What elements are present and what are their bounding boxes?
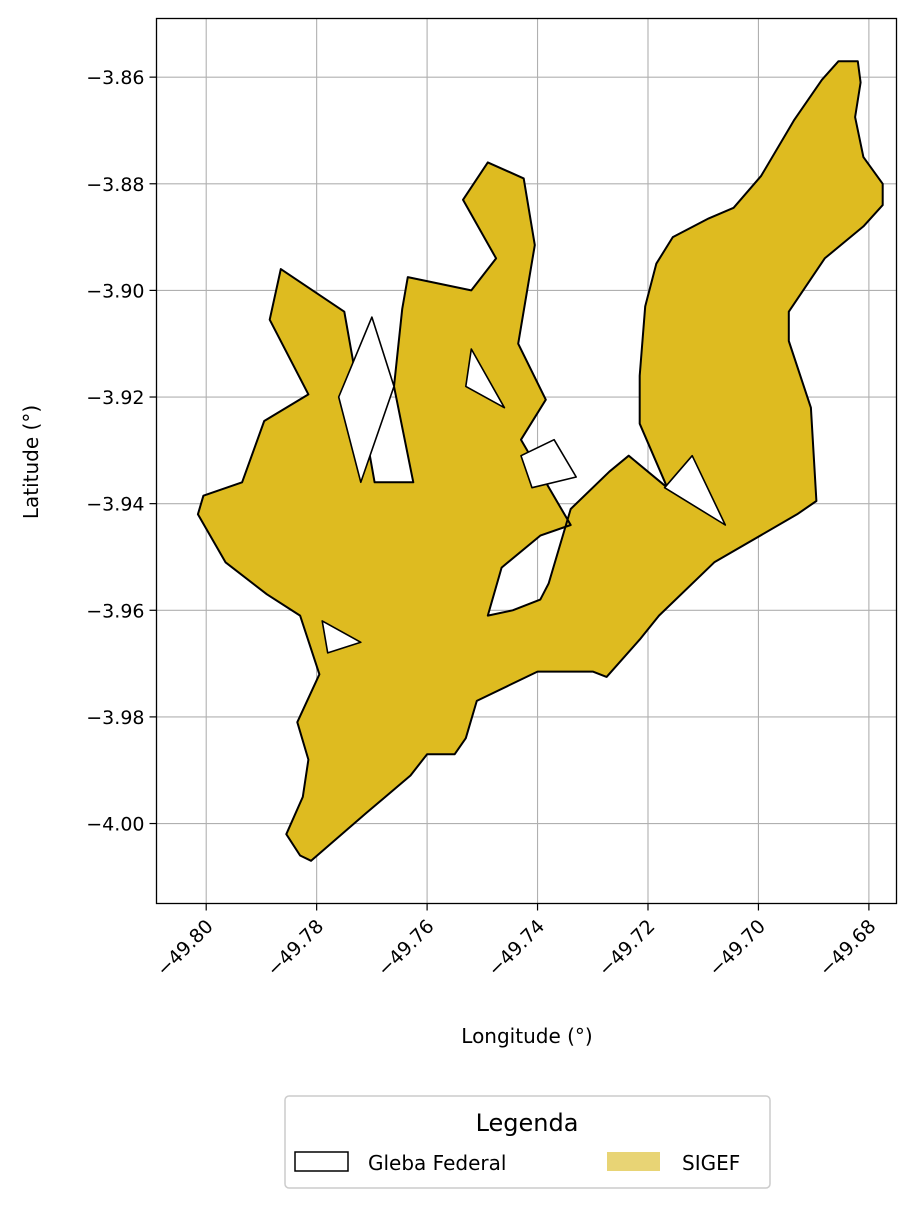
map-layer-sigef [196, 60, 884, 862]
y-tick-label: −3.86 [86, 67, 144, 89]
y-tick-label: −3.92 [86, 387, 144, 409]
x-tick-label: −49.72 [594, 915, 659, 980]
legend-swatch-sigef [607, 1152, 660, 1171]
y-tick-label: −3.98 [86, 707, 144, 729]
legend-label-sigef: SIGEF [682, 1151, 740, 1175]
legend: Legenda Gleba Federal SIGEF [284, 1095, 771, 1189]
legend-label-gleba-federal: Gleba Federal [368, 1151, 506, 1175]
y-tick-label: −3.88 [86, 174, 144, 196]
channel-gap [663, 454, 727, 526]
x-tick-label: −49.76 [373, 915, 438, 980]
y-tick-label: −4.00 [86, 814, 144, 836]
y-tick-label: −3.90 [86, 280, 144, 302]
x-tick-label: −49.68 [815, 915, 880, 980]
x-tick-label: −49.74 [484, 915, 549, 980]
channel-gap [465, 348, 506, 409]
x-tick-label: −49.78 [263, 915, 328, 980]
x-tick-label: −49.80 [152, 915, 217, 980]
legend-swatch-gleba-federal [294, 1151, 349, 1172]
y-axis-title: Latitude (°) [19, 405, 43, 519]
map-holes [321, 316, 727, 654]
x-axis: −49.80 −49.78 −49.76 −49.74 −49.72 −49.70 −49.… [152, 903, 880, 981]
legend-title: Legenda [476, 1109, 579, 1137]
x-tick-label: −49.70 [705, 915, 770, 980]
y-axis: −3.86 −3.88 −3.90 −3.92 −3.94 −3.96 −3.98 −4.00 [86, 67, 157, 836]
y-tick-label: −3.94 [86, 494, 144, 516]
sigef-polygon [196, 60, 884, 862]
y-tick-label: −3.96 [86, 600, 144, 622]
channel-gap [321, 620, 362, 654]
channel-gap [520, 438, 577, 489]
x-axis-title: Longitude (°) [461, 1024, 592, 1048]
plot-frame [155, 17, 898, 905]
channel-gap [337, 316, 395, 484]
